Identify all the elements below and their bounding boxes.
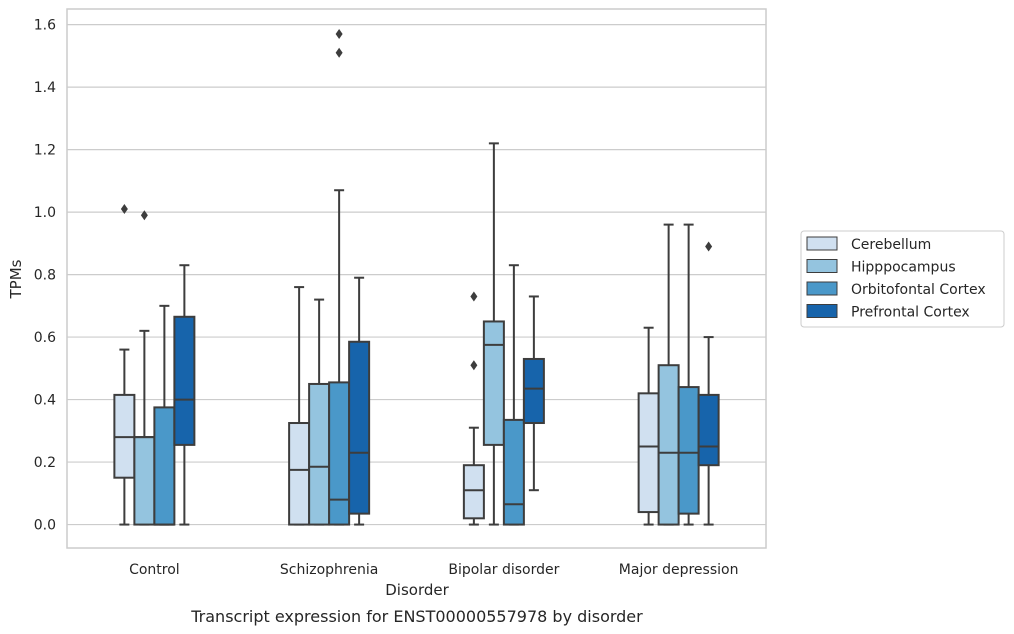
y-tick-label: 1.2: [34, 143, 56, 159]
box-prefrontal-cortex: [522, 295, 545, 492]
outlier-point: [470, 291, 478, 302]
x-tick-label: Schizophrenia: [280, 562, 378, 578]
box-cerebellum: [637, 326, 660, 526]
legend-swatch: [806, 259, 838, 273]
y-tick-label: 1.6: [34, 18, 56, 34]
y-tick-label: 0.8: [34, 268, 56, 284]
box-body: [677, 386, 700, 515]
box-orbitofontal-cortex: [153, 304, 176, 526]
box-prefrontal-cortex: [697, 241, 720, 526]
box-body: [462, 464, 485, 520]
box-hipppocampus: [482, 142, 505, 526]
y-tick-label: 0.6: [34, 330, 56, 346]
box-body: [657, 364, 680, 526]
box-body: [153, 406, 176, 526]
box-hipppocampus: [308, 298, 331, 526]
legend-label: Prefrontal Cortex: [851, 305, 970, 321]
legend-swatch: [806, 281, 838, 296]
legend-label: Orbitofontal Cortex: [851, 282, 986, 298]
x-axis-label: Disorder: [385, 581, 449, 599]
box-body: [522, 357, 545, 425]
y-tick-label: 0.0: [34, 518, 56, 534]
outlier-point: [140, 210, 148, 221]
legend: Cerebellum Hipppocampus Orbitofontal Corte…: [800, 230, 1005, 328]
y-tick-label: 0.4: [34, 393, 56, 409]
y-tick-label: 1.0: [34, 205, 56, 221]
box-prefrontal-cortex: [348, 276, 371, 526]
box-body: [502, 418, 525, 526]
box-orbitofontal-cortex: [502, 264, 525, 526]
x-tick-label: Control: [129, 562, 180, 578]
y-axis-label: TPMs: [7, 259, 25, 299]
box-body: [482, 320, 505, 446]
outlier-point: [335, 47, 343, 58]
box-plots: [113, 28, 720, 526]
legend-label: Cerebellum: [851, 237, 931, 253]
box-cerebellum: [288, 286, 311, 526]
box-body: [288, 422, 311, 526]
box-body: [348, 340, 371, 515]
outlier-point: [120, 203, 128, 214]
outlier-point: [705, 241, 713, 252]
chart-caption: Transcript expression for ENST0000055797…: [190, 607, 643, 626]
plot-frame: [66, 8, 767, 549]
box-hipppocampus: [657, 223, 680, 526]
legend-swatch: [806, 304, 838, 318]
x-ticks: Control Schizophrenia Bipolar disorder Majo…: [129, 562, 738, 578]
legend-swatch: [806, 236, 838, 251]
box-body: [133, 436, 156, 526]
legend-label: Hipppocampus: [851, 260, 956, 276]
y-tick-label: 1.4: [34, 80, 56, 96]
box-body: [328, 381, 351, 526]
x-tick-label: Bipolar disorder: [448, 562, 559, 578]
box-body: [173, 315, 196, 446]
box-body: [697, 393, 720, 467]
legend-frame: [800, 230, 1005, 328]
box-hipppocampus: [133, 210, 156, 526]
outlier-point: [470, 360, 478, 371]
y-tick-label: 0.2: [34, 455, 56, 471]
x-tick-label: Major depression: [619, 562, 739, 578]
box-orbitofontal-cortex: [328, 28, 351, 526]
box-body: [637, 392, 660, 514]
box-body: [308, 382, 331, 526]
box-cerebellum: [113, 203, 136, 526]
box-cerebellum: [462, 291, 485, 526]
box-prefrontal-cortex: [173, 264, 196, 526]
outlier-point: [335, 28, 343, 39]
box-orbitofontal-cortex: [677, 223, 700, 526]
y-ticks: 0.0 0.2 0.4 0.6 0.8 1.0 1.2 1.4 1.6: [34, 18, 56, 534]
